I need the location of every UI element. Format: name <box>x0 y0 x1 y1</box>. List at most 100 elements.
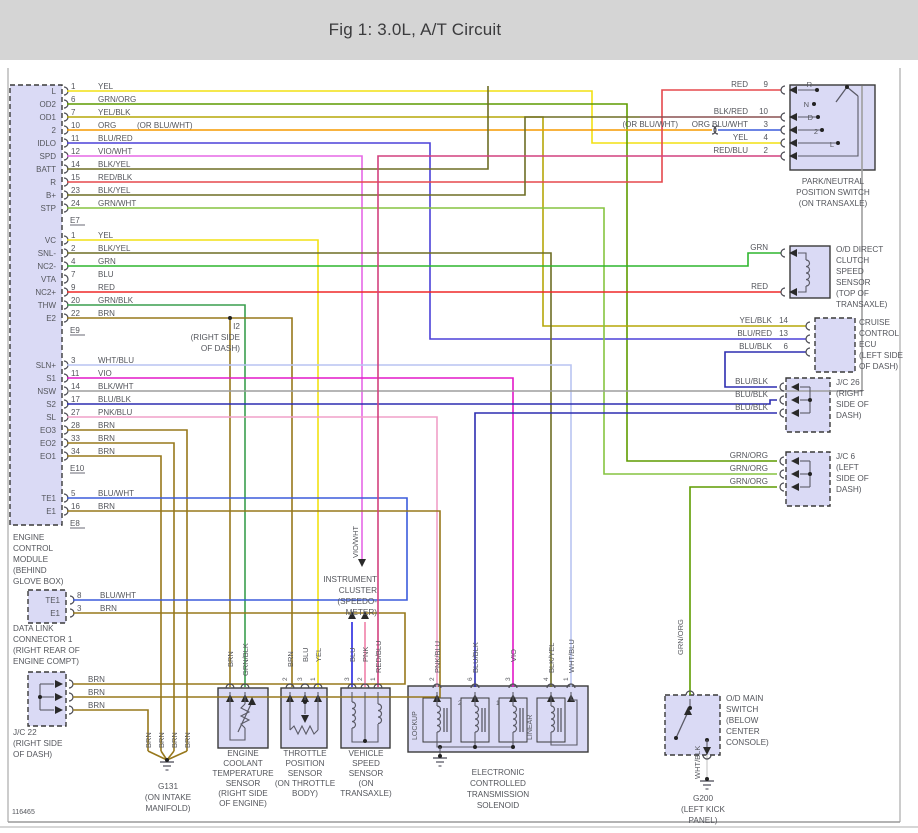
wire-brn <box>67 317 293 687</box>
arrow <box>789 249 797 257</box>
arrow <box>789 139 797 147</box>
pin-number: 1 <box>310 677 317 681</box>
wire-color-label: BLU/BLK <box>735 390 769 399</box>
wire-color-label: BLK/YEL <box>98 160 131 169</box>
wire-color-label: BLU/WHT <box>100 591 136 600</box>
pin-number: 6 <box>71 95 76 104</box>
pin-number: 23 <box>71 186 80 195</box>
junction-dot <box>820 128 824 132</box>
caption-line: SENSOR <box>349 769 384 778</box>
caption-line: ENGINE <box>227 749 259 758</box>
pin-name: E1 <box>50 609 60 618</box>
wire-color-label: VIO/WHT <box>98 147 132 156</box>
wire-color-label: PNK/BLU <box>98 408 132 417</box>
wire-brn <box>67 455 162 751</box>
component-symbol <box>798 252 807 260</box>
arrow <box>791 457 799 465</box>
caption-line: (TOP OF <box>836 289 869 298</box>
arrow <box>789 288 797 296</box>
wire-color-label: BLK/YEL <box>98 186 131 195</box>
gear-position-label: N <box>804 100 809 109</box>
wire-yel_blk <box>67 116 806 327</box>
wire-color-label: GRN/BLK <box>98 296 134 305</box>
component-symbol <box>229 692 246 741</box>
wire-blk_yel <box>67 252 552 687</box>
caption-line: CONTROLLED <box>470 779 526 788</box>
component-symbol <box>798 96 859 157</box>
component-symbol <box>289 724 319 736</box>
wire-brn <box>73 709 149 751</box>
caption-line: G131 <box>158 782 178 791</box>
gear-position-label: D <box>808 113 814 122</box>
pin-arc <box>373 683 383 689</box>
pin-arc <box>508 683 518 689</box>
caption-line: (RIGHT <box>836 389 864 398</box>
pin-number: 33 <box>71 434 80 443</box>
wire-color-label: BRN <box>226 651 235 667</box>
wire-color-label: PNK <box>361 647 370 662</box>
caption-line: DASH) <box>836 411 862 420</box>
junction-dot <box>808 472 812 476</box>
pin-name: E2 <box>46 314 56 323</box>
wire-brn <box>147 750 168 761</box>
wire-grn_wht <box>67 207 777 475</box>
pin-arc <box>713 125 719 135</box>
caption-line: DATA LINK <box>13 624 54 633</box>
caption-line: CRUISE <box>859 318 890 327</box>
caption-line: O/D DIRECT <box>836 245 883 254</box>
wire-alt-label: (OR BLU/WHT) <box>622 120 678 129</box>
arrow <box>703 747 711 755</box>
i2-note-line: (RIGHT SIDE <box>191 333 241 342</box>
pin-arc <box>432 683 442 689</box>
pin-arc <box>347 683 357 689</box>
wire-color-label: BLU/RED <box>737 329 772 338</box>
arrow <box>684 707 692 715</box>
pin-arc <box>225 683 235 689</box>
wire-color-label: GRN <box>750 243 768 252</box>
caption-line: (ON THROTTLE <box>275 779 336 788</box>
arrow <box>791 470 799 478</box>
wire-color-label: GRN <box>98 257 116 266</box>
pin-number: 4 <box>764 133 769 142</box>
wire-color-label: BRN <box>98 309 115 318</box>
caption-line: BODY) <box>292 789 318 798</box>
pin-number: 2 <box>357 677 364 681</box>
pin-number: 9 <box>71 283 76 292</box>
wire-color-label: BRN <box>88 688 105 697</box>
pin-number: 4 <box>543 677 550 681</box>
caption-line: MANIFOLD) <box>145 804 190 813</box>
pin-number: 10 <box>71 121 80 130</box>
junction-dot <box>808 398 812 402</box>
pin-arc <box>780 85 786 95</box>
pin-number: 3 <box>71 356 76 365</box>
pin-arc <box>360 683 370 689</box>
pin-name: SPD <box>40 152 57 161</box>
caption-line: (BEHIND <box>13 566 47 575</box>
wire-color-label: BRN <box>88 675 105 684</box>
pin-number: 3 <box>77 604 82 613</box>
pin-name: SLN+ <box>36 361 57 370</box>
caption-line: SENSOR <box>226 779 261 788</box>
wire-color-label: BLU <box>348 647 357 662</box>
coil-symbol <box>474 705 480 733</box>
wire-brn <box>73 612 406 685</box>
pin-arc <box>805 321 811 331</box>
dlc-box <box>27 589 67 624</box>
pin-arc <box>711 125 717 135</box>
wire-color-label: YEL <box>733 133 749 142</box>
pin-arc <box>313 683 323 689</box>
pin-name: S1 <box>46 374 56 383</box>
junction-dot <box>363 739 367 743</box>
pin-arc <box>63 274 69 284</box>
wire-color-label: ORG <box>98 121 116 130</box>
pin-name: S2 <box>46 400 56 409</box>
wire-color-label: WHT/BLU <box>567 639 576 673</box>
arrow <box>248 697 256 705</box>
wire-color-label: BRN <box>98 502 115 511</box>
coil-symbol <box>436 705 442 733</box>
caption-line: TEMPERATURE <box>212 769 274 778</box>
solenoid-unit-label: 1 <box>496 700 500 707</box>
pin-arc <box>68 679 74 689</box>
wire-color-label: BLU/BLK <box>735 377 769 386</box>
